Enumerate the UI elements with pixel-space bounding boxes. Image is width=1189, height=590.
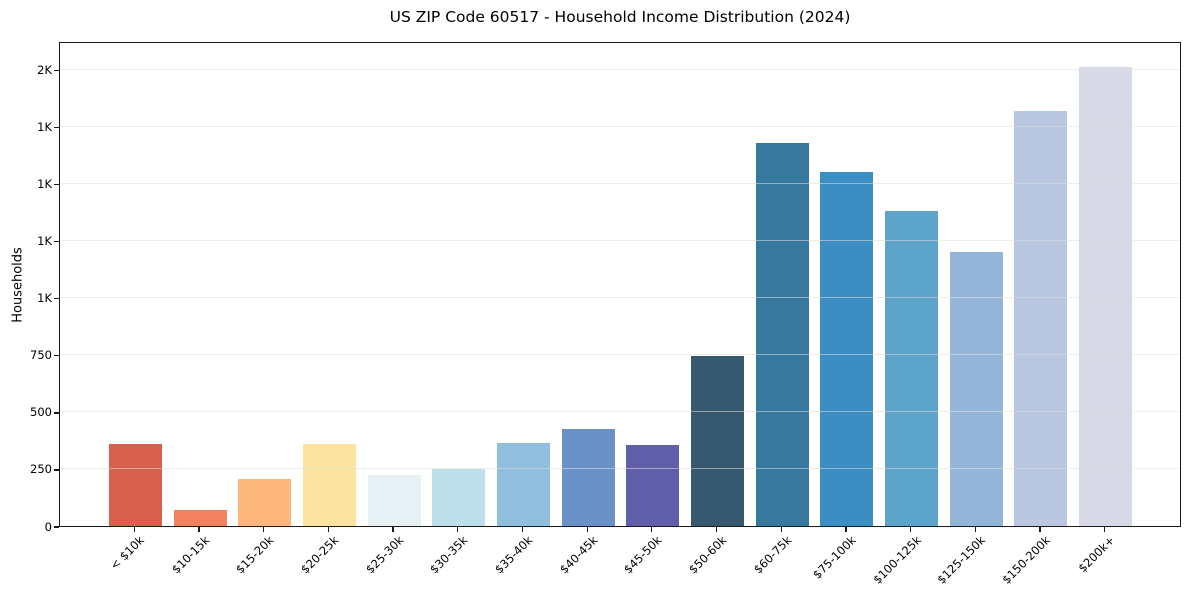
bar bbox=[367, 474, 421, 526]
x-tick-label: $15-20k bbox=[233, 533, 277, 577]
x-tick-label: $50-60k bbox=[686, 533, 730, 577]
x-tick-label: $10-15k bbox=[168, 533, 212, 577]
y-tick-label: 250 bbox=[30, 462, 52, 477]
x-tick-mark bbox=[909, 527, 912, 532]
bar bbox=[949, 252, 1003, 526]
y-tick-label: 500 bbox=[30, 405, 52, 420]
x-tick-label: $25-30k bbox=[362, 533, 406, 577]
bar bbox=[238, 479, 292, 526]
bar bbox=[1079, 67, 1133, 526]
y-tick-mark bbox=[54, 69, 59, 72]
y-tick-mark bbox=[54, 469, 59, 471]
y-tick-label: 1K bbox=[37, 177, 52, 192]
bar bbox=[626, 444, 680, 526]
x-tick-label: $200k+ bbox=[1075, 533, 1118, 576]
y-tick-label: 1K bbox=[37, 234, 52, 249]
y-tick-mark bbox=[54, 355, 59, 357]
x-tick-label: $125-150k bbox=[934, 533, 989, 587]
y-tick-mark bbox=[54, 298, 59, 300]
bar bbox=[496, 442, 550, 526]
x-tick-label: $20-25k bbox=[297, 533, 342, 577]
x-tick-mark bbox=[586, 527, 588, 532]
x-tick-mark bbox=[651, 527, 653, 532]
bars-layer bbox=[60, 43, 1180, 526]
x-tick-mark bbox=[715, 527, 718, 532]
y-tick-label: 1K bbox=[37, 291, 52, 306]
y-axis-label: Households bbox=[10, 247, 26, 323]
chart-title: US ZIP Code 60517 - Household Income Dis… bbox=[389, 8, 851, 26]
x-tick-label: $75-100k bbox=[810, 533, 859, 582]
bar bbox=[1014, 110, 1068, 526]
y-tick-mark bbox=[54, 526, 59, 528]
bar bbox=[432, 468, 486, 526]
x-tick-label: $45-50k bbox=[621, 533, 665, 577]
bar bbox=[561, 429, 615, 526]
bar bbox=[755, 142, 809, 526]
x-tick-mark bbox=[327, 527, 330, 532]
y-tick-mark bbox=[54, 126, 59, 129]
x-tick-mark bbox=[780, 527, 782, 532]
x-tick-label: < $10k bbox=[107, 533, 148, 573]
y-tick-mark bbox=[54, 412, 59, 414]
x-tick-mark bbox=[1039, 527, 1041, 532]
x-tick-mark bbox=[845, 527, 847, 532]
x-tick-mark bbox=[457, 527, 459, 532]
bar bbox=[108, 443, 162, 526]
x-tick-mark bbox=[133, 527, 135, 532]
x-tick-label: $150-200k bbox=[999, 533, 1053, 587]
y-tick-label: 2K bbox=[37, 63, 52, 78]
x-tick-label: $40-45k bbox=[556, 533, 601, 577]
x-tick-mark bbox=[974, 527, 976, 532]
bar bbox=[302, 443, 356, 526]
x-tick-label: $60-75k bbox=[750, 533, 795, 577]
y-tick-label: 750 bbox=[30, 348, 52, 363]
x-tick-mark bbox=[392, 527, 394, 532]
bar bbox=[173, 510, 227, 526]
bar bbox=[820, 172, 874, 526]
x-tick-label: $30-35k bbox=[427, 533, 471, 577]
bar bbox=[691, 355, 745, 526]
x-tick-label: $100-125k bbox=[869, 533, 924, 587]
x-tick-mark bbox=[1104, 527, 1106, 532]
y-tick-label: 0 bbox=[44, 519, 52, 534]
x-tick-mark bbox=[198, 527, 200, 532]
bar bbox=[885, 211, 939, 526]
x-tick-label: $35-40k bbox=[491, 533, 536, 577]
x-tick-mark bbox=[521, 527, 524, 532]
y-tick-mark bbox=[54, 183, 59, 186]
y-tick-label: 1K bbox=[37, 120, 52, 135]
y-tick-mark bbox=[54, 241, 59, 243]
x-tick-mark bbox=[263, 527, 265, 532]
plot-area bbox=[59, 42, 1181, 527]
